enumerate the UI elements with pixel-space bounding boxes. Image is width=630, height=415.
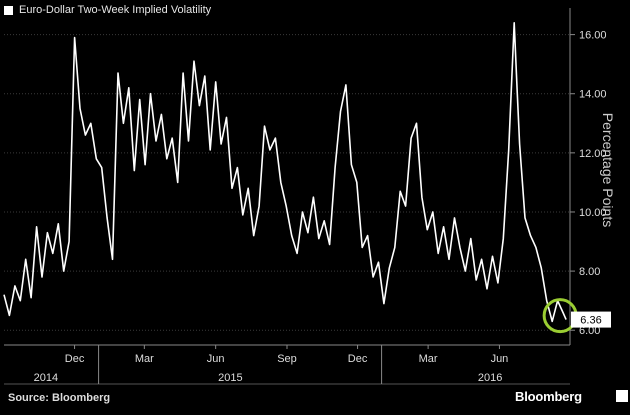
y-ticks: 6.00 8.00 10.00 12.00 14.00 16.00 [570,30,607,337]
y-axis-label: Percentage Points [600,112,616,228]
last-value-label: 6.36 [580,315,601,327]
x-tick-label: Mar [135,353,154,365]
year-label: 2015 [218,372,242,384]
x-tick-label: Sep [277,353,297,365]
gridlines [4,34,570,331]
annotations: 6.36 [542,298,611,334]
series-line [3,21,567,323]
x-tick-label: Jun [207,353,225,365]
y-tick-label: 10.00 [579,207,607,219]
legend-label: Euro-Dollar Two-Week Implied Volatility [19,4,212,16]
x-ticks: Dec Mar Jun Sep Dec Mar Jun 2014 2015 2016 [34,345,509,384]
legend-swatch [4,5,13,15]
y-tick-label: 14.00 [579,89,607,101]
legend: Euro-Dollar Two-Week Implied Volatility [4,4,211,16]
axes [4,8,571,385]
y-tick-label: 8.00 [579,266,600,278]
last-value-box [571,311,611,328]
series-group [3,21,567,323]
y-tick-label: 6.00 [579,325,600,337]
year-label: 2016 [478,372,502,384]
y-tick-label: 12.00 [579,148,607,160]
brand-logo: Bloomberg [515,389,582,404]
x-tick-label: Dec [65,353,85,365]
brand-logo-box [616,390,628,402]
x-tick-label: Dec [348,353,368,365]
source-note: Source: Bloomberg [8,392,111,404]
y-tick-label: 16.00 [579,30,607,42]
x-tick-label: Mar [419,353,438,365]
year-label: 2014 [34,372,58,384]
x-tick-label: Jun [491,353,509,365]
